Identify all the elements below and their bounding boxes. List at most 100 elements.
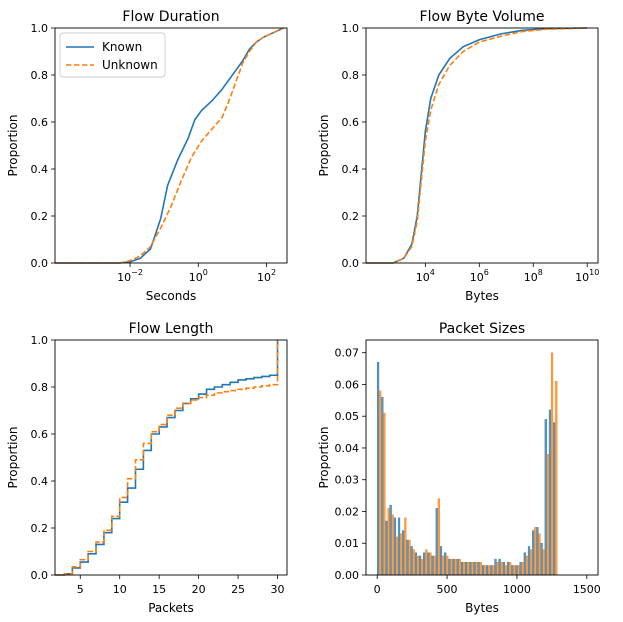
legend-label-unknown: Unknown	[102, 58, 158, 72]
y-tick-label: 0.0	[31, 569, 49, 582]
unknown-bar	[538, 533, 541, 576]
unknown-bar	[425, 549, 428, 576]
unknown-bar	[542, 549, 545, 576]
known-bar	[423, 552, 426, 576]
panel-2: Flow Byte Volume Bytes Proportion 0.0 0.2 0.4…	[317, 9, 599, 303]
known-bar	[427, 552, 430, 576]
known-bar	[548, 409, 552, 576]
y-tick-label: 0.01	[335, 537, 360, 550]
x-tick-label: 108	[524, 268, 543, 284]
y-tick-label: 0.4	[31, 163, 49, 176]
panel-4: Packet Sizes Bytes Proportion 0.00 0.01 0.02 0…	[317, 321, 601, 615]
unknown-bar	[509, 562, 512, 576]
unknown-bar	[467, 562, 470, 576]
unknown-bar	[446, 555, 449, 576]
y-tick-label: 0.8	[31, 69, 49, 82]
y-tick-label: 0.6	[31, 116, 49, 129]
unknown-bar	[441, 555, 445, 576]
chart-title: Packet Sizes	[439, 321, 525, 337]
chart-title: Flow Length	[129, 321, 214, 337]
y-tick-label: 0.07	[335, 347, 360, 360]
known-bar	[485, 565, 489, 576]
known-bar	[439, 546, 443, 576]
unknown-bar	[408, 539, 411, 576]
x-axis-label: Bytes	[465, 601, 499, 615]
unknown-bar	[530, 549, 533, 576]
known-bar	[502, 562, 505, 576]
y-tick-label: 0.02	[335, 505, 360, 518]
unknown-series-line	[366, 27, 588, 264]
y-axis-label: Proportion	[6, 115, 20, 177]
known-series-line	[366, 27, 588, 264]
x-tick-label: 25	[231, 583, 245, 596]
known-bar	[448, 558, 451, 576]
unknown-bar	[412, 549, 415, 576]
y-tick-label: 0.04	[335, 442, 360, 455]
unknown-bar	[534, 527, 537, 576]
y-tick-label: 0.4	[342, 163, 360, 176]
known-bar	[435, 508, 438, 576]
known-bar	[431, 555, 434, 576]
legend-box	[59, 32, 166, 78]
axes-frame	[54, 27, 288, 264]
legend-label-known: Known	[102, 40, 142, 54]
known-bar	[523, 552, 526, 576]
known-bar	[402, 530, 405, 576]
unknown-bar	[500, 562, 503, 576]
unknown-bar	[379, 390, 382, 576]
known-bar	[444, 552, 447, 576]
unknown-bar	[550, 352, 554, 576]
axes-frame	[365, 339, 599, 576]
unknown-bar	[483, 565, 487, 576]
unknown-bar	[475, 562, 478, 576]
unknown-bar	[517, 565, 520, 576]
known-bar	[452, 558, 455, 576]
x-tick-label: 15	[152, 583, 166, 596]
y-tick-label: 0.06	[335, 378, 360, 391]
known-bar	[460, 562, 464, 576]
y-tick-label: 0.2	[31, 522, 49, 535]
x-tick-label: 500	[437, 583, 458, 596]
known-bar	[519, 562, 522, 576]
known-bar	[481, 565, 484, 576]
known-bar	[511, 565, 514, 576]
known-bar	[553, 422, 556, 576]
known-bar	[456, 558, 459, 576]
known-bar	[397, 517, 401, 576]
y-tick-label: 0.0	[31, 257, 49, 270]
y-tick-label: 0.0	[342, 257, 360, 270]
x-tick-label: 106	[470, 268, 489, 284]
unknown-bar	[555, 381, 558, 576]
unknown-series-line	[55, 340, 279, 576]
unknown-bar	[462, 562, 466, 576]
unknown-bar	[513, 565, 516, 576]
unknown-bar	[395, 536, 399, 576]
panel-3: Flow Length Packets Proportion 0.0 0.2 0.4 0.6…	[6, 321, 288, 615]
x-tick-label: 5	[77, 583, 84, 596]
unknown-bar	[421, 558, 424, 576]
unknown-bar	[458, 558, 461, 576]
x-tick-label: 100	[189, 268, 208, 284]
unknown-bar	[479, 562, 482, 576]
known-bar	[506, 562, 510, 576]
x-tick-label: 10	[113, 583, 127, 596]
known-bar	[385, 520, 388, 576]
unknown-bar	[492, 565, 495, 576]
y-tick-label: 0.8	[342, 69, 360, 82]
x-tick-label: 10−2	[117, 268, 143, 284]
legend: Known Unknown	[59, 32, 166, 78]
x-tick-label: 0	[374, 583, 381, 596]
known-bar	[418, 555, 422, 576]
y-tick-label: 0.2	[342, 210, 360, 223]
x-axis-label: Bytes	[465, 289, 499, 303]
unknown-bar	[454, 558, 457, 576]
known-bar	[465, 562, 468, 576]
known-bar	[527, 546, 531, 576]
chart-title: Flow Byte Volume	[420, 9, 545, 25]
y-tick-label: 0.8	[31, 381, 49, 394]
known-bar	[406, 539, 409, 576]
known-bar	[536, 527, 539, 576]
x-tick-label: 1010	[575, 268, 599, 284]
x-tick-label: 1500	[573, 583, 601, 596]
